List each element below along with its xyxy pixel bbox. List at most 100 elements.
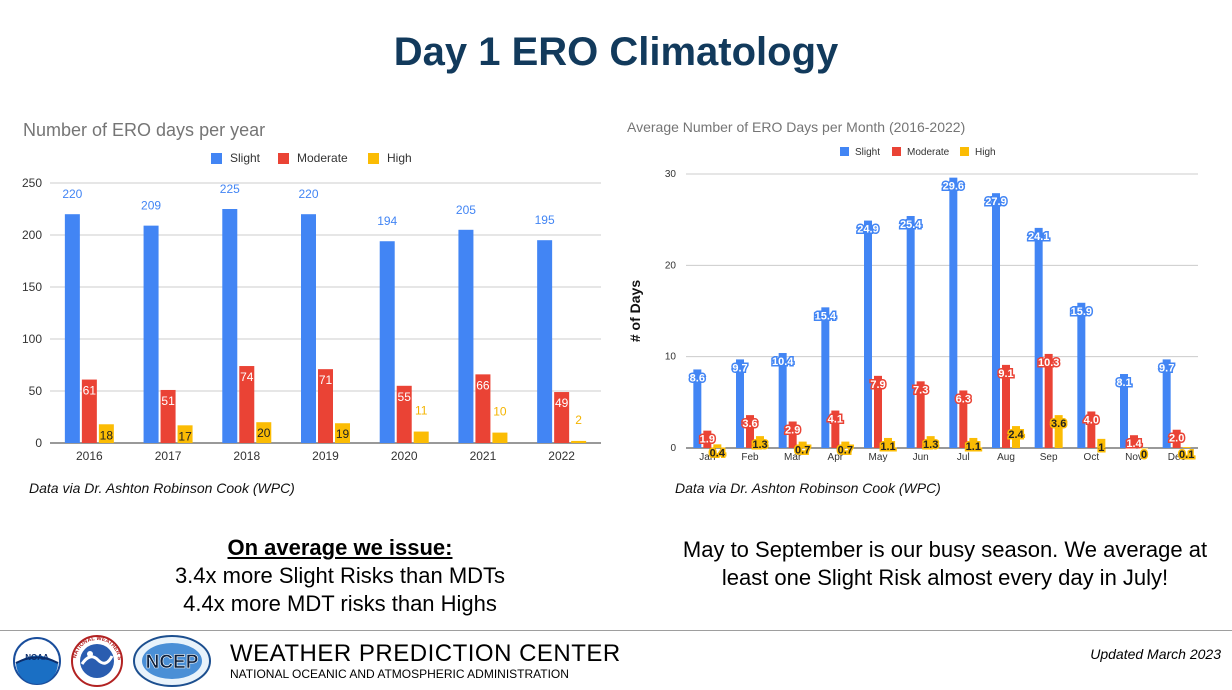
chart1-bar-high bbox=[492, 432, 508, 443]
chart1-data-label-moderate: 71 bbox=[319, 373, 333, 387]
chart2-bar-high bbox=[713, 444, 722, 448]
chart1-x-tick-label: 2020 bbox=[391, 449, 418, 463]
chart1-x-tick-label: 2021 bbox=[470, 449, 497, 463]
page-title: Day 1 ERO Climatology bbox=[393, 30, 839, 74]
chart2-bar-moderate bbox=[916, 381, 925, 448]
chart2-x-tick-label: Sep bbox=[1040, 452, 1058, 463]
chart1-legend-label-slight: Slight bbox=[230, 151, 261, 165]
chart2-data-label-moderate: 9.1 bbox=[998, 368, 1013, 380]
ero-days-per-month-chart: Average Number of ERO Days per Month (20… bbox=[627, 119, 1198, 463]
chart2-bar-high bbox=[1054, 415, 1063, 448]
average-note-line-1: 3.4x more Slight Risks than MDTs bbox=[174, 563, 506, 588]
chart2-data-label-slight: 24.9 bbox=[857, 224, 878, 236]
chart2-y-tick-label: 30 bbox=[665, 169, 677, 180]
chart1-data-label-slight: 205 bbox=[456, 203, 476, 217]
chart2-bar-slight bbox=[736, 359, 744, 448]
busy-season-note: May to September is our busy season. We … bbox=[682, 537, 1208, 590]
chart2-data-label-slight: 10.4 bbox=[772, 356, 794, 368]
chart1-bar-high bbox=[571, 440, 587, 443]
chart2-bar-high bbox=[1097, 438, 1106, 448]
chart2-bar-moderate bbox=[1002, 364, 1010, 448]
chart1-data-label-high: 11 bbox=[415, 404, 428, 418]
chart2-x-tick-label: Jan bbox=[699, 452, 715, 463]
ero-days-per-year-chart: Number of ERO days per year Slight Moderat… bbox=[22, 120, 601, 463]
average-note: On average we issue: 3.4x more Slight Ri… bbox=[100, 534, 580, 618]
chart1-y-tick-label: 200 bbox=[22, 228, 42, 242]
chart1-bar-moderate bbox=[396, 385, 412, 443]
chart1-data-label-high: 10 bbox=[493, 405, 507, 419]
chart1-bar-high bbox=[256, 422, 272, 443]
chart1-legend-label-moderate: Moderate bbox=[297, 151, 348, 165]
chart2-data-label-high: 0 bbox=[1141, 449, 1147, 461]
chart2-y-tick-label: 10 bbox=[665, 352, 677, 363]
chart2-x-tick-label: Jul bbox=[957, 452, 970, 463]
footer-org-name: WEATHER PREDICTION CENTER bbox=[230, 640, 621, 667]
chart1-legend-swatch-high bbox=[368, 153, 379, 164]
chart2-data-label-moderate: 4.1 bbox=[828, 414, 843, 426]
chart1-data-label-high: 18 bbox=[100, 428, 114, 442]
chart1-y-tick-label: 50 bbox=[29, 384, 43, 398]
chart1-bar-high bbox=[413, 431, 429, 443]
chart1-data-label-slight: 209 bbox=[141, 199, 161, 213]
chart1-data-label-moderate: 66 bbox=[476, 378, 490, 392]
chart2-legend-swatch-slight bbox=[840, 147, 849, 156]
chart1-data-label-high: 19 bbox=[336, 427, 350, 441]
chart1-bar-moderate bbox=[239, 366, 255, 443]
chart2-data-label-slight: 8.6 bbox=[690, 372, 705, 384]
chart1-data-label-moderate: 61 bbox=[83, 384, 97, 398]
chart2-bar-high bbox=[1140, 448, 1148, 449]
chart1-bar-moderate bbox=[81, 379, 97, 443]
chart1-bar-moderate bbox=[475, 374, 491, 443]
chart2-data-label-high: 1.1 bbox=[880, 441, 895, 453]
chart1-y-tick-label: 250 bbox=[22, 176, 42, 190]
chart1-data-label-moderate: 55 bbox=[398, 390, 412, 404]
credit-left: Data via Dr. Ashton Robinson Cook (WPC) bbox=[29, 480, 295, 496]
chart1-bar-slight bbox=[143, 225, 159, 443]
chart1-bar-high bbox=[98, 424, 114, 443]
updated-date: Updated March 2023 bbox=[1090, 646, 1221, 662]
chart2-bar-moderate bbox=[831, 410, 840, 448]
chart1-legend-swatch-slight bbox=[211, 153, 222, 164]
chart2-data-label-high: 0.7 bbox=[795, 445, 810, 457]
chart2-data-label-moderate: 10.3 bbox=[1038, 357, 1059, 369]
chart2-x-tick-label: Apr bbox=[828, 452, 844, 463]
chart2-x-tick-label: Aug bbox=[997, 452, 1015, 463]
chart1-bar-slight bbox=[222, 209, 238, 443]
chart2-data-label-moderate: 2.0 bbox=[1169, 433, 1184, 445]
chart2-y-axis-title: # of Days bbox=[627, 280, 643, 342]
chart2-data-label-moderate: 7.3 bbox=[913, 384, 928, 396]
chart2-y-tick-label: 20 bbox=[665, 260, 677, 271]
chart2-x-tick-label: Nov bbox=[1125, 452, 1143, 463]
chart2-data-label-high: 1.3 bbox=[752, 439, 767, 451]
chart2-data-label-slight: 8.1 bbox=[1116, 377, 1131, 389]
chart2-data-label-slight: 27.9 bbox=[985, 196, 1006, 208]
chart1-bar-high bbox=[335, 423, 350, 443]
chart2-legend-swatch-high bbox=[960, 147, 969, 156]
chart2-data-label-high: 0.1 bbox=[1179, 449, 1194, 461]
chart1-bar-slight bbox=[379, 241, 395, 443]
chart2-legend-label-slight: Slight bbox=[855, 147, 880, 158]
chart2-bar-moderate bbox=[874, 375, 882, 448]
chart2-x-tick-label: Jun bbox=[913, 452, 929, 463]
chart1-y-tick-label: 150 bbox=[22, 280, 42, 294]
chart1-data-label-moderate: 74 bbox=[240, 370, 254, 384]
chart1-data-label-slight: 220 bbox=[298, 187, 318, 201]
chart1-x-tick-label: 2019 bbox=[312, 449, 339, 463]
chart2-bar-high bbox=[969, 437, 978, 448]
chart2-legend-swatch-moderate bbox=[892, 147, 901, 156]
chart1-y-tick-label: 0 bbox=[35, 436, 42, 450]
chart2-data-label-slight: 15.9 bbox=[1071, 306, 1092, 318]
chart2-bar-slight bbox=[992, 193, 1000, 448]
chart2-bar-high bbox=[1012, 426, 1020, 448]
chart1-x-tick-label: 2017 bbox=[155, 449, 182, 463]
footer-org-sub: NATIONAL OCEANIC AND ATMOSPHERIC ADMINIS… bbox=[230, 667, 569, 681]
chart2-data-label-high: 2.4 bbox=[1008, 429, 1024, 441]
chart2-bar-slight bbox=[778, 353, 787, 448]
chart2-bar-slight bbox=[1162, 359, 1171, 448]
chart2-bar-moderate bbox=[1130, 435, 1138, 448]
chart2-data-label-moderate: 7.9 bbox=[870, 379, 885, 391]
chart1-data-label-slight: 194 bbox=[377, 214, 397, 228]
chart1-data-label-high: 20 bbox=[257, 426, 271, 440]
chart2-bar-slight bbox=[1120, 374, 1128, 448]
chart2-bar-slight bbox=[1034, 227, 1043, 448]
